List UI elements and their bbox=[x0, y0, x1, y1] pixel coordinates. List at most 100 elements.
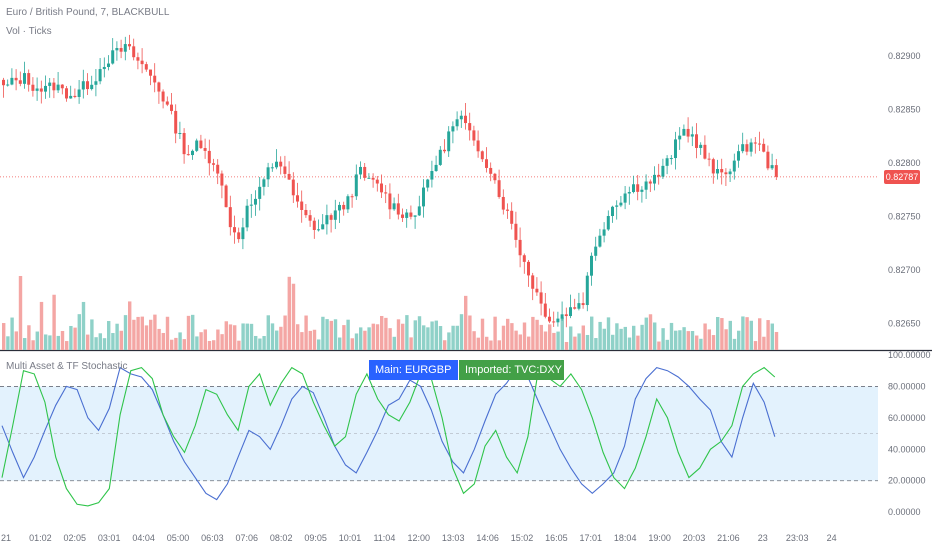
candle-body bbox=[598, 235, 602, 247]
volume-bar bbox=[27, 325, 31, 350]
candle-body bbox=[737, 151, 740, 161]
volume-bar bbox=[648, 314, 653, 350]
volume-bar bbox=[493, 316, 497, 350]
volume-bar bbox=[527, 336, 531, 350]
volume-bar bbox=[81, 301, 86, 350]
volume-bar bbox=[342, 325, 346, 350]
volume-bar bbox=[401, 323, 405, 350]
candle-body bbox=[174, 110, 178, 134]
volume-bar bbox=[115, 323, 119, 350]
axes: 0.82900 0.82850 0.82800 0.82750 0.82700 0.826… bbox=[1, 51, 931, 543]
volume-bar bbox=[535, 319, 539, 350]
volume-bar bbox=[149, 319, 153, 350]
volume-bar bbox=[23, 338, 27, 350]
candle-body bbox=[132, 46, 136, 58]
candle-body bbox=[270, 167, 274, 169]
candle-body bbox=[430, 170, 434, 180]
volume-bar bbox=[216, 329, 220, 350]
candle-body bbox=[564, 314, 568, 317]
candle-body bbox=[388, 193, 392, 210]
time-axis-label: 11:04 bbox=[373, 533, 395, 543]
volume-bar bbox=[640, 324, 644, 350]
symbol-title: Euro / British Pound, 7, BLACKBULL bbox=[6, 7, 170, 18]
volume-bar bbox=[594, 338, 598, 350]
candle-body bbox=[291, 179, 295, 196]
volume-bar bbox=[737, 330, 741, 350]
volume-bar bbox=[98, 333, 102, 350]
volume-bar bbox=[333, 319, 338, 350]
candle-body bbox=[548, 316, 551, 322]
stoch-axis-label: 60.00000 bbox=[888, 413, 926, 423]
candle-body bbox=[73, 95, 77, 97]
volume-bar bbox=[233, 325, 237, 350]
volume-bar bbox=[111, 333, 115, 350]
volume-bar bbox=[695, 335, 699, 350]
time-axis-label: 18:04 bbox=[614, 533, 637, 543]
volume-bar bbox=[144, 325, 149, 350]
volume-bar bbox=[170, 339, 174, 350]
candle-body bbox=[451, 126, 455, 132]
candle-body bbox=[459, 115, 463, 120]
candle-body bbox=[44, 85, 47, 92]
candle-body bbox=[707, 158, 711, 160]
stoch-axis-label: 100.00000 bbox=[888, 350, 931, 360]
candle-body bbox=[560, 314, 564, 319]
candle-body bbox=[501, 196, 505, 210]
time-axis-label: 03:01 bbox=[98, 533, 121, 543]
candle-body bbox=[228, 207, 232, 228]
volume-bar bbox=[296, 324, 300, 350]
volume-bar bbox=[741, 316, 745, 350]
volume-bar bbox=[728, 320, 732, 350]
candle-body bbox=[212, 163, 215, 165]
time-axis-label: 02:05 bbox=[64, 533, 87, 543]
candle-body bbox=[102, 66, 106, 70]
volume-bar bbox=[422, 325, 426, 350]
candle-body bbox=[464, 115, 467, 124]
volume-bar bbox=[123, 315, 128, 350]
candle-body bbox=[115, 48, 119, 51]
volume-bar bbox=[426, 327, 430, 350]
candle-body bbox=[594, 246, 598, 256]
candle-body bbox=[81, 81, 85, 90]
volume-bar bbox=[405, 315, 409, 350]
volume-bar bbox=[107, 321, 111, 350]
candle-body bbox=[329, 215, 333, 220]
volume-bar bbox=[632, 325, 636, 350]
volume-bar bbox=[380, 315, 384, 350]
candle-body bbox=[552, 321, 556, 323]
candle-body bbox=[140, 60, 144, 65]
candle-body bbox=[254, 198, 257, 205]
volume-bar bbox=[438, 326, 443, 350]
candle-body bbox=[724, 172, 728, 175]
volume-bar bbox=[678, 330, 682, 350]
candle-body bbox=[233, 227, 236, 233]
candle-body bbox=[434, 164, 438, 171]
volume-bar bbox=[749, 320, 753, 350]
volume-bar bbox=[161, 332, 165, 350]
volume-bar bbox=[514, 330, 518, 350]
volume-bar bbox=[434, 320, 438, 350]
time-axis-label: 21 bbox=[1, 533, 11, 543]
candle-body bbox=[732, 160, 736, 172]
volume-bar bbox=[312, 329, 317, 350]
price-axis-label: 0.82800 bbox=[888, 158, 921, 168]
candle-body bbox=[65, 88, 68, 99]
candle-body bbox=[182, 133, 186, 155]
volume-bar bbox=[203, 329, 207, 350]
candle-body bbox=[619, 202, 623, 206]
volume-bar bbox=[359, 327, 363, 350]
legend-imported-tag[interactable]: Imported: TVC:DXY bbox=[459, 360, 564, 380]
legend-main-tag[interactable]: Main: EURGBP bbox=[369, 360, 458, 380]
volume-bar bbox=[581, 325, 585, 350]
candle-body bbox=[2, 79, 5, 86]
candle-body bbox=[48, 82, 52, 86]
time-axis-label: 12:00 bbox=[408, 533, 431, 543]
price-axis-label: 0.82700 bbox=[888, 265, 921, 275]
volume-bar bbox=[409, 337, 413, 350]
candle-body bbox=[716, 169, 719, 174]
volume-bar bbox=[774, 331, 779, 350]
candle-body bbox=[665, 158, 669, 166]
candle-body bbox=[119, 48, 123, 52]
time-axis-label: 19:00 bbox=[648, 533, 671, 543]
